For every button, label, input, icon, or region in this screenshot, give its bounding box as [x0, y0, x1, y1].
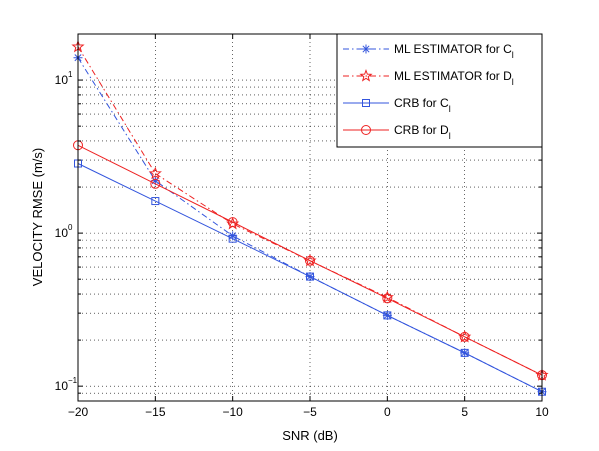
square-marker — [460, 348, 469, 357]
legend-label: ML ESTIMATOR for Cl — [394, 42, 514, 60]
x-axis-label: SNR (dB) — [282, 428, 338, 443]
legend: ML ESTIMATOR for Cl ML ESTIMATOR for Dl CR… — [336, 33, 543, 148]
x-tick-label: −20 — [68, 405, 89, 419]
square-marker — [228, 234, 237, 243]
star-marker — [359, 69, 373, 82]
square-marker — [306, 272, 314, 281]
x-tick-label: 0 — [384, 405, 391, 419]
y-tick-label: 10 −1 — [55, 376, 78, 393]
legend-entry-3: CRB for Dl — [343, 123, 451, 141]
legend-label: CRB for Dl — [394, 123, 451, 141]
x-tick-label: 10 — [535, 405, 549, 419]
star-marker — [148, 166, 162, 180]
circle-marker — [150, 178, 161, 189]
x-tick-label: 5 — [461, 405, 468, 419]
y-tick-label-exponent: 1 — [68, 70, 73, 79]
y-tick-label-exponent: −1 — [68, 376, 78, 385]
legend-entry-2: CRB for Cl — [343, 96, 451, 114]
y-tick-label: 10 0 — [55, 223, 73, 240]
square-marker — [362, 99, 370, 107]
legend-box — [336, 33, 543, 148]
circle-marker — [382, 293, 393, 304]
circle-marker — [361, 125, 371, 135]
square-marker — [151, 197, 160, 206]
y-tick-label-base: 10 — [55, 73, 69, 87]
y-tick-label: 10 1 — [55, 70, 73, 87]
y-axis-label: VELOCITY RMSE (m/s) — [30, 148, 45, 286]
asterisk-marker — [228, 231, 238, 241]
asterisk-marker — [361, 44, 371, 54]
x-tick-label: −15 — [145, 405, 166, 419]
legend-entry-1: ML ESTIMATOR for Dl — [343, 69, 514, 87]
x-tick-label: −10 — [222, 405, 243, 419]
y-tick-label-base: 10 — [55, 226, 69, 240]
series-3 — [73, 140, 547, 381]
circle-marker — [227, 217, 238, 228]
x-tick-label: −5 — [303, 405, 317, 419]
legend-label: ML ESTIMATOR for Dl — [394, 69, 514, 87]
legend-entry-0: ML ESTIMATOR for Cl — [343, 42, 514, 60]
circle-marker — [459, 331, 470, 342]
series-line — [77, 163, 543, 393]
circle-marker — [305, 255, 315, 266]
series-line — [77, 144, 543, 376]
y-tick-label-base: 10 — [55, 379, 69, 393]
y-tick-label-exponent: 0 — [68, 223, 73, 232]
asterisk-marker — [150, 176, 160, 186]
legend-label: CRB for Cl — [394, 96, 451, 114]
square-marker — [383, 311, 392, 320]
